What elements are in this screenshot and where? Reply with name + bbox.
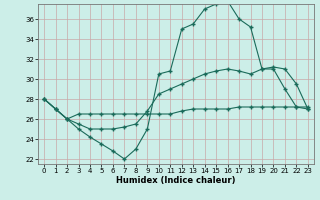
X-axis label: Humidex (Indice chaleur): Humidex (Indice chaleur) xyxy=(116,176,236,185)
